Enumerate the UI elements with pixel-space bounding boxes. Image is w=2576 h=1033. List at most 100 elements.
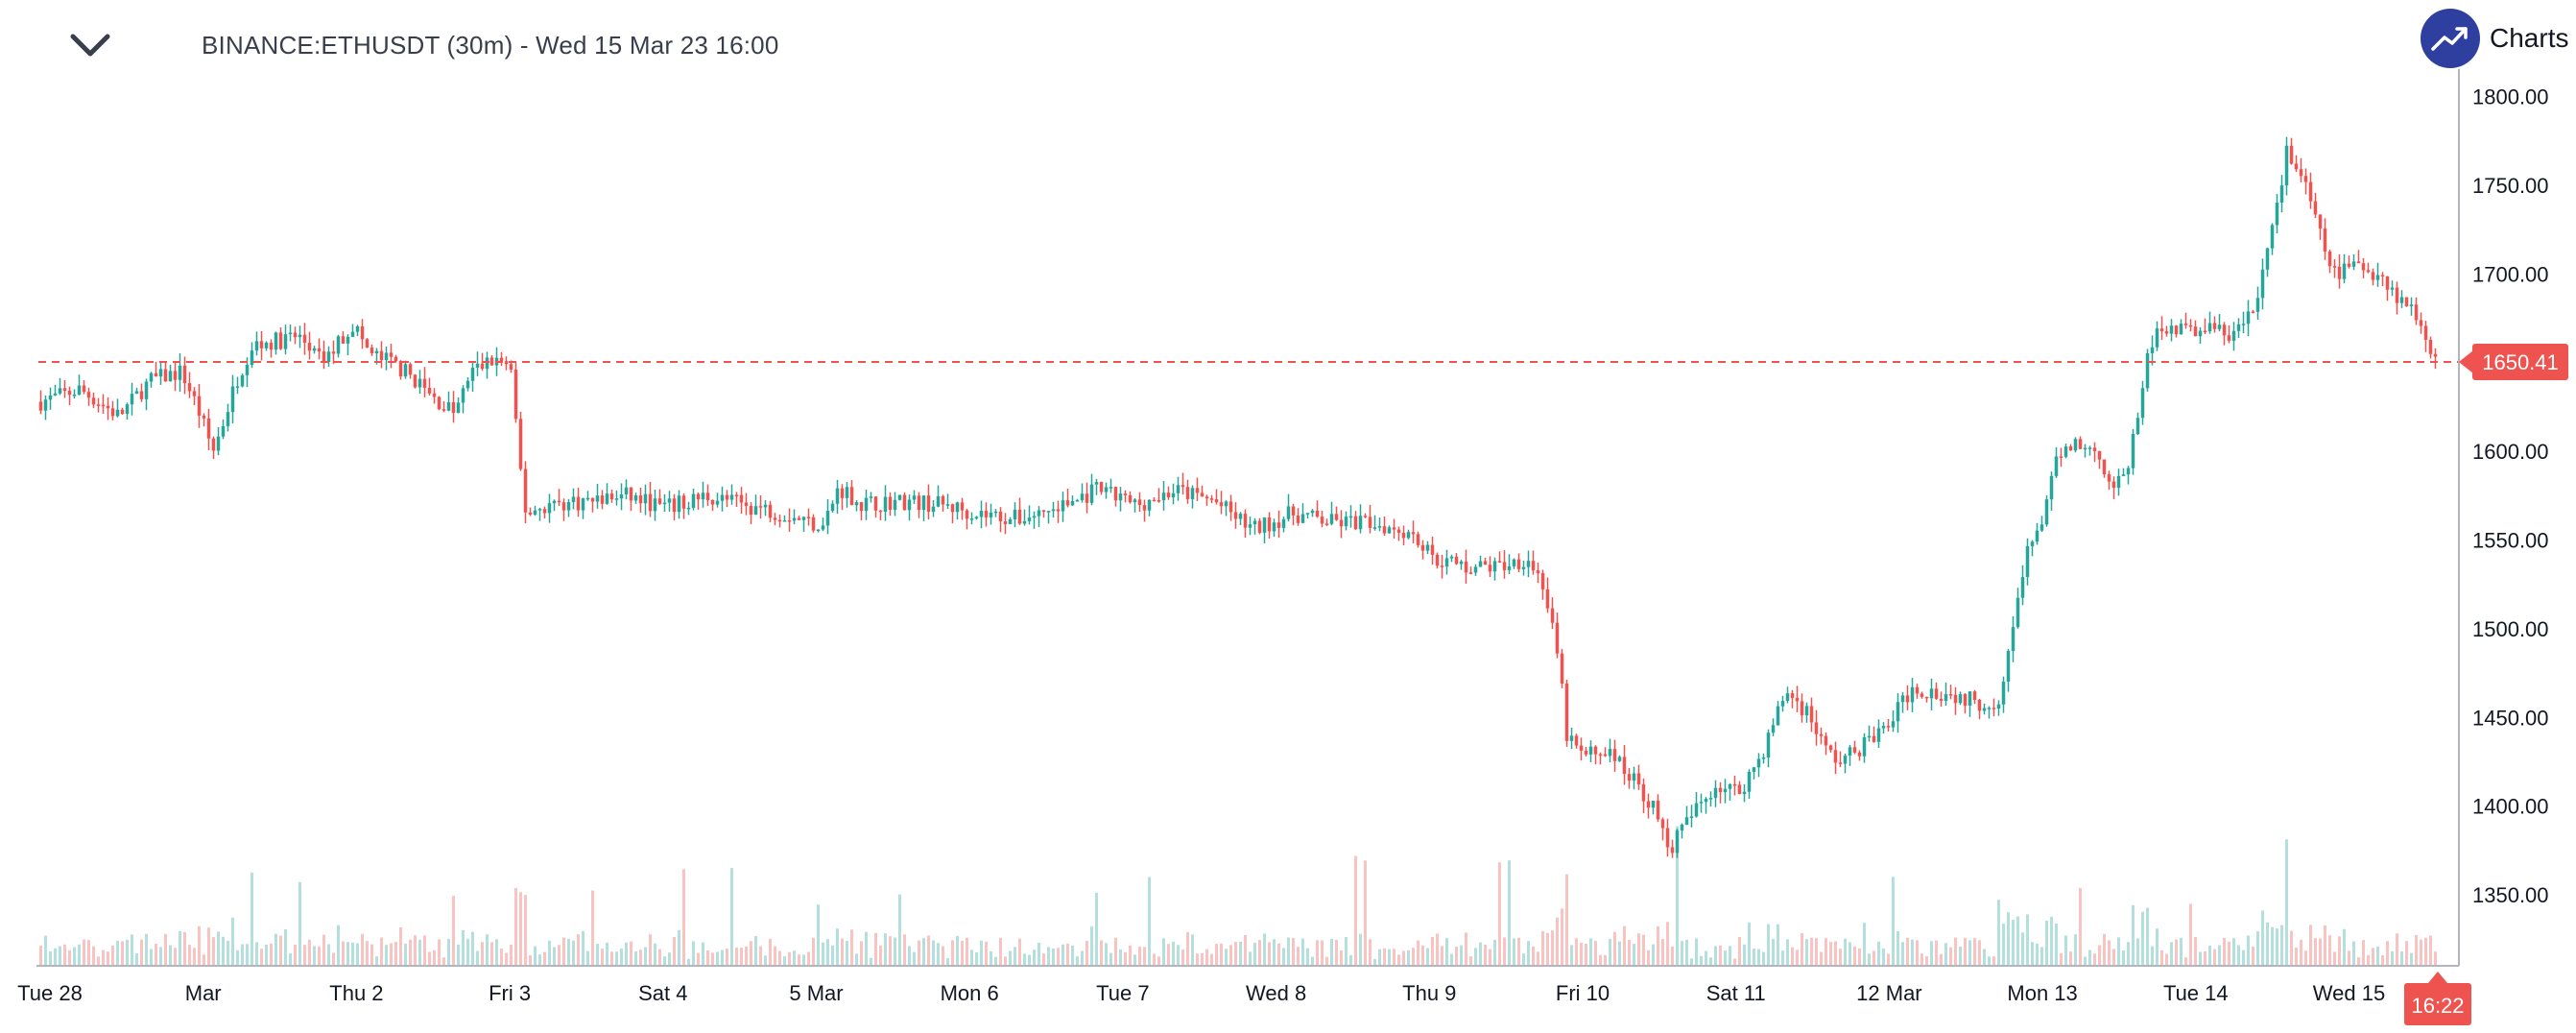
candle-body: [696, 493, 701, 500]
candle-body: [1219, 502, 1224, 507]
candle-body: [989, 512, 993, 517]
candle-body: [1228, 501, 1233, 513]
volume-bar: [1330, 938, 1333, 966]
candle-body: [106, 405, 110, 409]
volume-bar: [1292, 938, 1295, 966]
volume-bar: [83, 939, 85, 966]
candle-body: [2361, 263, 2366, 271]
volume-bar: [1791, 947, 1794, 966]
volume-bar: [145, 933, 148, 966]
candle-body: [1454, 556, 1459, 565]
volume-bar: [1157, 956, 1160, 966]
volume-bar: [1949, 947, 1952, 966]
candle-body: [1579, 745, 1584, 751]
volume-bar: [1594, 941, 1597, 966]
candle-body: [600, 495, 605, 504]
candle-body: [1080, 493, 1085, 500]
x-tick-label: Thu 2: [329, 981, 383, 1005]
volume-bar: [1493, 939, 1496, 966]
volume-bar: [702, 942, 704, 966]
candle-body: [427, 387, 432, 394]
volume-bar: [1633, 944, 1635, 966]
volume-bar: [1138, 947, 1141, 966]
volume-bar: [63, 944, 66, 966]
candle-body: [2135, 418, 2140, 435]
volume-bar: [1417, 940, 1419, 966]
volume-bars: [39, 826, 2437, 966]
x-tick-label: Fri 10: [1556, 981, 1610, 1005]
volume-bar: [865, 931, 868, 966]
candle-body: [509, 364, 513, 371]
volume-bar: [2309, 925, 2312, 966]
volume-bar: [706, 949, 709, 966]
volume-bar: [2103, 933, 2106, 966]
volume-bar: [121, 941, 124, 966]
volume-bar: [1570, 945, 1573, 966]
candle-body: [2332, 266, 2337, 268]
time-axis[interactable]: Tue 28 Mar Thu 2 Fri 3 Sat 4 5 Mar Mon 6 Tue 7 W…: [17, 981, 2385, 1005]
volume-bar: [284, 929, 287, 966]
volume-bar: [1623, 925, 1626, 966]
volume-bar: [1109, 952, 1112, 966]
candle-body: [298, 334, 302, 338]
volume-bar: [2424, 937, 2427, 966]
volume-bar: [1133, 954, 1136, 966]
volume-bar: [78, 944, 81, 966]
candle-body: [2164, 331, 2169, 334]
volume-bar: [1383, 948, 1386, 966]
candle-body: [2001, 682, 2006, 705]
candle-body: [1013, 509, 1017, 519]
candle-body: [1243, 514, 1248, 528]
volume-bar: [260, 949, 263, 966]
volume-bar: [1268, 942, 1271, 966]
candle-body: [432, 393, 437, 397]
candle-body: [1521, 566, 1526, 569]
volume-bar: [1066, 943, 1069, 966]
candle-body: [168, 371, 173, 382]
volume-bar: [265, 944, 268, 966]
candle-body: [566, 501, 571, 511]
candle-body: [413, 374, 417, 388]
volume-bar: [1858, 948, 1861, 966]
volume-bar: [1882, 948, 1885, 966]
candle-body: [2092, 447, 2097, 451]
candle-body: [734, 494, 739, 496]
volume-bar: [1589, 938, 1592, 966]
volume-bar: [2261, 910, 2264, 966]
candle-body: [1742, 791, 1747, 795]
candle-body: [1896, 702, 1900, 722]
candle-body: [1968, 691, 1972, 707]
volume-bar: [2031, 942, 2034, 966]
volume-bar: [1450, 953, 1453, 966]
volume-bar: [2036, 943, 2039, 966]
candle-body: [1636, 773, 1641, 784]
candle-body: [259, 341, 264, 348]
candle-body: [1545, 589, 1550, 609]
candle-body: [403, 364, 408, 377]
volume-bar: [370, 944, 373, 966]
volume-bar: [1129, 945, 1132, 966]
candle-body: [1804, 706, 1809, 716]
volume-bar: [1354, 855, 1357, 966]
candle-body: [1948, 694, 1953, 696]
candle-body: [998, 511, 1003, 522]
volume-bar: [2074, 934, 2077, 966]
candle-body: [1425, 544, 1430, 551]
volume-bar: [1537, 951, 1539, 966]
volume-bar: [2012, 919, 2015, 966]
brand-link[interactable]: Charts p: [2421, 8, 2576, 69]
volume-bar: [630, 941, 632, 966]
volume-bar: [1191, 934, 1194, 966]
price-axis[interactable]: 1350.00 1400.00 1450.00 1500.00 1550.00 1600.…: [2472, 85, 2549, 907]
volume-bar: [274, 933, 277, 966]
volume-bar: [414, 935, 417, 966]
volume-bar: [721, 949, 724, 966]
collapse-button[interactable]: [63, 25, 121, 67]
volume-bar: [294, 945, 297, 966]
candle-body: [1483, 561, 1488, 565]
volume-bar: [2084, 956, 2087, 966]
volume-bar: [159, 947, 162, 966]
volume-bar: [1944, 943, 1947, 966]
volume-bar: [874, 932, 877, 966]
